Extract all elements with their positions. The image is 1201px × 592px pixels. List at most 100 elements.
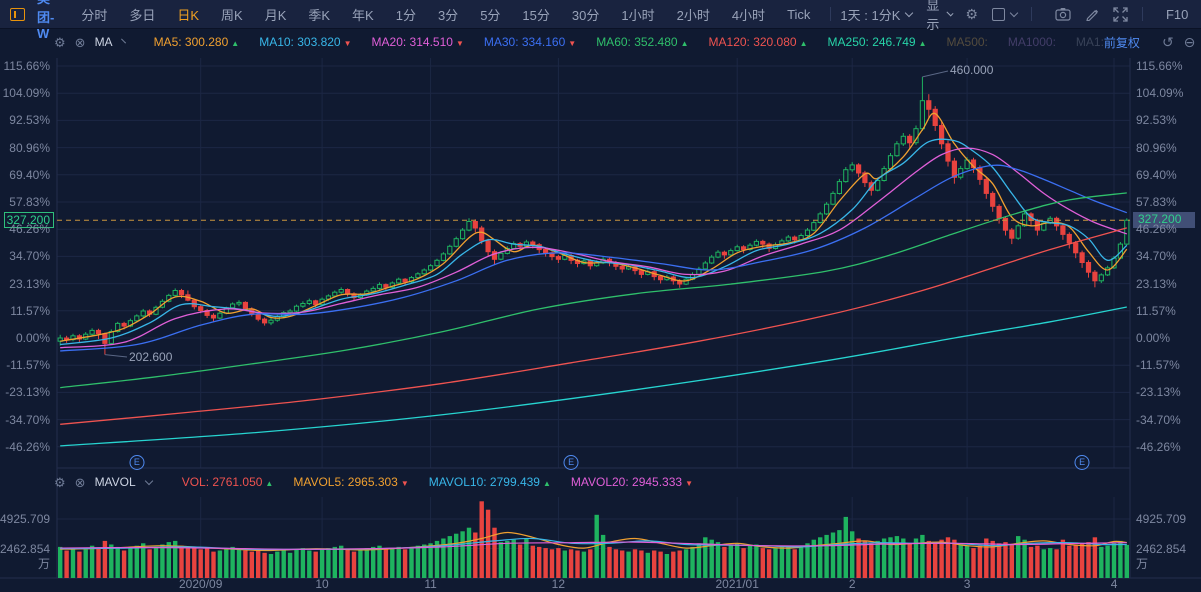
earnings-event-marker[interactable]: E (129, 455, 145, 470)
price-axis-tick-right: -23.13% (1136, 385, 1181, 400)
period-tab-周K[interactable]: 周K (221, 7, 243, 23)
period-tab-年K[interactable]: 年K (352, 7, 374, 23)
indicator-close-icon[interactable]: ⊗ (74, 34, 86, 50)
chart-style-icon (991, 7, 1005, 21)
toolbar-divider (1141, 7, 1143, 21)
chevron-down-icon (945, 8, 953, 17)
volume-values: VOL: 2761.050 ▲ MAVOL5: 2965.303 ▼ MAVOL10: … (162, 475, 693, 489)
period-tab-3分[interactable]: 3分 (437, 7, 459, 23)
price-axis-tick-left: -11.57% (6, 358, 50, 373)
price-axis-tick-right: 57.83% (1136, 194, 1177, 209)
indicator-name[interactable]: MA (94, 35, 113, 49)
period-tab-5分[interactable]: 5分 (480, 7, 501, 23)
indicator-value-MA250[interactable]: MA250: 246.749 ▲ (827, 35, 927, 49)
period-tab-1小时[interactable]: 1小时 (621, 7, 655, 23)
price-axis-tick-right: 23.13% (1136, 276, 1177, 291)
symbol-name[interactable]: 美团-W (37, 0, 55, 41)
low-price-annotation: 202.600 (129, 350, 173, 364)
indicator-name[interactable]: MAVOL (94, 475, 136, 489)
indicator-value-MA1[interactable]: MA1: (1075, 35, 1104, 49)
x-axis-label-2020/09: 2020/09 (179, 577, 223, 591)
price-axis-tick-right: 92.53% (1136, 113, 1177, 128)
price-axis-tick-right: 80.96% (1136, 140, 1177, 155)
toolbar-divider (830, 7, 832, 21)
period-tab-季K[interactable]: 季K (308, 7, 331, 23)
period-tab-分时[interactable]: 分时 (81, 7, 108, 23)
period-tab-4小时[interactable]: 4小时 (731, 7, 766, 23)
period-tab-Tick[interactable]: Tick (787, 6, 811, 22)
price-axis-tick-right: 34.70% (1136, 249, 1177, 264)
indicator-close-icon[interactable]: ⊗ (74, 474, 86, 490)
layout-panel-left-icon[interactable] (10, 7, 25, 21)
up-triangle-icon: ▲ (542, 479, 551, 488)
indicator-value-MAVOL20[interactable]: MAVOL20: 2945.333 ▼ (570, 475, 693, 489)
x-axis-label-2: 2 (848, 577, 856, 591)
indicator-value-MA30[interactable]: MA30: 334.160 ▼ (483, 35, 577, 49)
chart-type-button[interactable] (991, 7, 1019, 21)
period-tab-1分[interactable]: 1分 (395, 7, 416, 23)
display-menu-button[interactable]: 显示 (926, 0, 953, 33)
indicator-value-MA1000[interactable]: MA1000: (1007, 35, 1056, 49)
fullscreen-expand-icon[interactable] (1113, 6, 1128, 22)
toolbar-right: 显示 ⚙ F10 (912, 0, 1201, 33)
volume-axis-tick-right: 4925.709 (1136, 512, 1187, 526)
period-tab-15分[interactable]: 15分 (522, 7, 550, 23)
toolbar: 美团-W 分时 多日 日K 周K 月K 季K 年K 1分 3分 5分 15分 30分 1小时 2小时 4小时… (0, 0, 1201, 41)
indicator-value-MA120[interactable]: MA120: 320.080 ▲ (708, 35, 808, 49)
volume-unit-right: 万 (1136, 557, 1149, 571)
adjust-mode-button[interactable]: 前复权 (1103, 35, 1140, 50)
price-axis-tick-left: 115.66% (3, 58, 50, 73)
x-axis-label-11: 11 (424, 577, 437, 591)
chevron-down-icon (1009, 8, 1019, 17)
price-axis-tick-right: 11.57% (1136, 303, 1176, 318)
x-axis-label-10: 10 (315, 577, 329, 591)
price-axis-tick-right: -34.70% (1136, 412, 1181, 427)
indicator-value-MA10[interactable]: MA10: 303.820 ▼ (259, 35, 352, 49)
price-axis-tick-left: 92.53% (9, 113, 50, 128)
indicator-value-MA60[interactable]: MA60: 352.480 ▲ (596, 35, 689, 49)
down-triangle-icon: ▼ (343, 39, 352, 48)
price-axis-tick-left: 69.40% (9, 167, 50, 182)
f10-button[interactable]: F10 (1165, 6, 1189, 22)
down-triangle-icon: ▼ (455, 39, 464, 48)
chevron-down-icon[interactable] (120, 38, 126, 43)
high-price-annotation: 460.000 (950, 63, 994, 77)
indicator-value-MA5[interactable]: MA5: 300.280 ▲ (153, 35, 240, 49)
up-triangle-icon: ▲ (231, 39, 240, 48)
earnings-event-marker[interactable]: E (1074, 455, 1090, 470)
price-axis-tick-left: 11.57% (10, 303, 50, 318)
settings-gear-icon[interactable]: ⚙ (965, 6, 978, 22)
chevron-down-icon[interactable] (144, 476, 153, 485)
indicator-settings-gear-icon[interactable]: ⚙ (54, 34, 66, 50)
period-tab-30分[interactable]: 30分 (571, 7, 600, 23)
up-triangle-icon: ▲ (265, 479, 274, 488)
indicator-value-MAVOL5[interactable]: MAVOL5: 2965.303 ▼ (293, 475, 409, 489)
multi-period-select[interactable]: 1天 : 1分K (840, 5, 914, 24)
period-tab-2小时[interactable]: 2小时 (676, 7, 710, 23)
price-axis-tick-right: 104.09% (1136, 86, 1184, 101)
indicator-value-MA20[interactable]: MA20: 314.510 ▼ (371, 35, 464, 49)
price-axis-tick-left: 80.96% (9, 140, 50, 155)
indicator-value-MAVOL10[interactable]: MAVOL10: 2799.439 ▲ (428, 475, 551, 489)
screenshot-camera-icon[interactable] (1055, 7, 1071, 21)
draw-pencil-icon[interactable] (1085, 7, 1099, 21)
indicator-settings-gear-icon[interactable]: ⚙ (54, 474, 66, 490)
zoom-out-icon[interactable]: ⊖ (1183, 34, 1196, 50)
x-axis-label-12: 12 (551, 577, 566, 591)
price-axis-tick-left: -46.26% (5, 439, 50, 454)
period-tab-多日[interactable]: 多日 (129, 7, 156, 23)
down-triangle-icon: ▼ (685, 479, 693, 488)
up-triangle-icon: ▲ (918, 39, 927, 48)
volume-unit-left: 万 (37, 557, 50, 571)
period-tab-日K[interactable]: 日K (177, 7, 200, 23)
indicator-value-VOL[interactable]: VOL: 2761.050 ▲ (181, 475, 274, 489)
price-axis-tick-left: -34.70% (5, 412, 50, 427)
earnings-event-marker[interactable]: E (563, 455, 579, 470)
price-axis-tick-right: 115.66% (1136, 58, 1183, 73)
reset-zoom-icon[interactable]: ↺ (1161, 34, 1174, 50)
indicator-value-MA500[interactable]: MA500: (946, 35, 988, 49)
period-tab-月K[interactable]: 月K (264, 7, 287, 23)
price-axis-tick-left: 0.00% (15, 331, 50, 345)
